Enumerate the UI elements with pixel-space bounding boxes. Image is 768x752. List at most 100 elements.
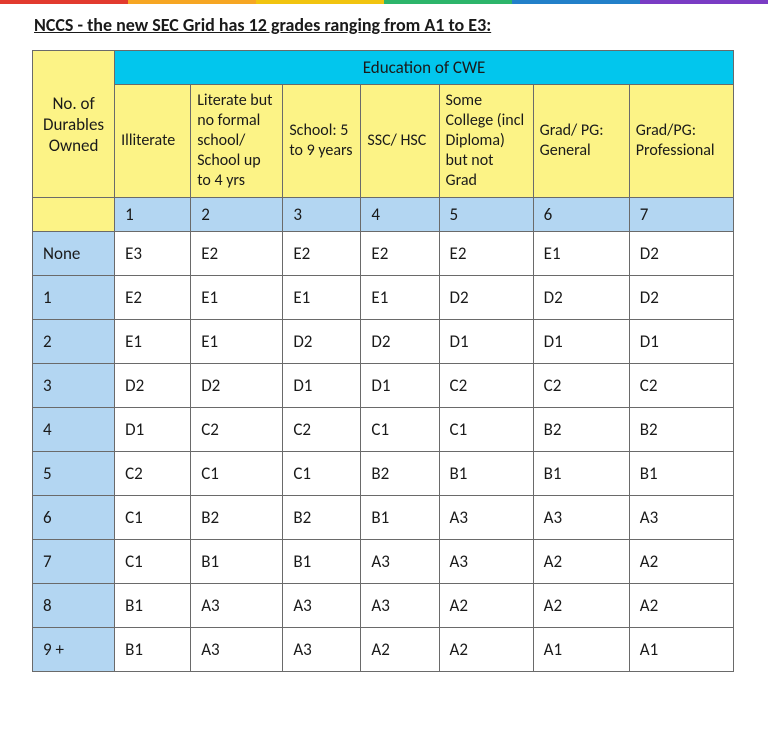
table-row: 8B1A3A3A3A2A2A2 <box>33 584 734 628</box>
edu-col-5: Some College (incl Diploma) but not Grad <box>439 85 533 198</box>
edu-col-3: School: 5 to 9 years <box>283 85 361 198</box>
grade-cell: A2 <box>629 584 733 628</box>
grade-cell: D2 <box>533 276 629 320</box>
grade-cell: E1 <box>191 320 283 364</box>
row-axis-header: No. of Durables Owned <box>33 51 115 198</box>
top-color-bar <box>0 0 768 4</box>
row-label: 9 + <box>33 628 115 672</box>
grade-cell: D2 <box>439 276 533 320</box>
grade-cell: A2 <box>629 540 733 584</box>
grade-cell: A2 <box>533 540 629 584</box>
table-row: 4D1C2C2C1C1B2B2 <box>33 408 734 452</box>
row-label: 6 <box>33 496 115 540</box>
grade-cell: D2 <box>361 320 439 364</box>
grade-cell: A3 <box>361 540 439 584</box>
grade-cell: A3 <box>533 496 629 540</box>
grade-cell: B1 <box>115 628 191 672</box>
grade-cell: B2 <box>629 408 733 452</box>
grade-cell: B1 <box>439 452 533 496</box>
edu-col-4: SSC/ HSC <box>361 85 439 198</box>
table-row: 9 +B1A3A3A2A2A1A1 <box>33 628 734 672</box>
row-label: 3 <box>33 364 115 408</box>
grade-cell: E1 <box>361 276 439 320</box>
grade-cell: E1 <box>533 232 629 276</box>
row-label: None <box>33 232 115 276</box>
grade-cell: B1 <box>533 452 629 496</box>
grade-cell: C1 <box>283 452 361 496</box>
grade-cell: A3 <box>361 584 439 628</box>
grade-cell: C2 <box>191 408 283 452</box>
grade-cell: A3 <box>629 496 733 540</box>
grade-cell: E2 <box>439 232 533 276</box>
grade-cell: D1 <box>533 320 629 364</box>
grade-cell: B2 <box>283 496 361 540</box>
grade-cell: E1 <box>115 320 191 364</box>
grade-cell: C2 <box>629 364 733 408</box>
grade-cell: E1 <box>283 276 361 320</box>
grade-cell: D1 <box>283 364 361 408</box>
grade-cell: B2 <box>191 496 283 540</box>
grade-cell: C1 <box>439 408 533 452</box>
grade-cell: A3 <box>283 628 361 672</box>
grade-cell: B2 <box>361 452 439 496</box>
table-row: 5C2C1C1B2B1B1B1 <box>33 452 734 496</box>
table-row: 7C1B1B1A3A3A2A2 <box>33 540 734 584</box>
table-row: 2E1E1D2D2D1D1D1 <box>33 320 734 364</box>
grade-cell: C2 <box>115 452 191 496</box>
grade-cell: E1 <box>191 276 283 320</box>
grade-cell: D1 <box>629 320 733 364</box>
table-row: 1E2E1E1E1D2D2D2 <box>33 276 734 320</box>
grade-cell: E3 <box>115 232 191 276</box>
grade-cell: A2 <box>533 584 629 628</box>
row-label: 8 <box>33 584 115 628</box>
number-row-blank <box>33 198 115 232</box>
row-label: 7 <box>33 540 115 584</box>
row-label: 2 <box>33 320 115 364</box>
grade-cell: D2 <box>115 364 191 408</box>
grade-cell: C1 <box>361 408 439 452</box>
edu-num-3: 3 <box>283 198 361 232</box>
grade-cell: D2 <box>283 320 361 364</box>
grade-cell: C1 <box>115 496 191 540</box>
grade-cell: D1 <box>115 408 191 452</box>
grade-cell: C1 <box>191 452 283 496</box>
grade-cell: E2 <box>191 232 283 276</box>
grade-cell: A2 <box>361 628 439 672</box>
grade-cell: B1 <box>283 540 361 584</box>
grade-cell: C2 <box>533 364 629 408</box>
grade-cell: E2 <box>283 232 361 276</box>
row-label: 1 <box>33 276 115 320</box>
edu-col-2: Literate but no formal school/ School up… <box>191 85 283 198</box>
grade-cell: B1 <box>361 496 439 540</box>
table-row: NoneE3E2E2E2E2E1D2 <box>33 232 734 276</box>
col-axis-header: Education of CWE <box>115 51 734 85</box>
grade-cell: A3 <box>439 496 533 540</box>
grade-cell: C1 <box>115 540 191 584</box>
grade-cell: A1 <box>629 628 733 672</box>
edu-num-5: 5 <box>439 198 533 232</box>
edu-col-6: Grad/ PG: General <box>533 85 629 198</box>
page-title: NCCS - the new SEC Grid has 12 grades ra… <box>34 14 736 36</box>
grade-cell: D2 <box>629 276 733 320</box>
grade-cell: B1 <box>115 584 191 628</box>
grade-cell: E2 <box>115 276 191 320</box>
grade-cell: B1 <box>191 540 283 584</box>
table-row: 3D2D2D1D1C2C2C2 <box>33 364 734 408</box>
row-label: 5 <box>33 452 115 496</box>
grade-cell: D1 <box>439 320 533 364</box>
grade-cell: A3 <box>439 540 533 584</box>
grade-cell: D1 <box>361 364 439 408</box>
grade-cell: A3 <box>191 628 283 672</box>
grade-cell: B2 <box>533 408 629 452</box>
edu-col-1: Illiterate <box>115 85 191 198</box>
grade-cell: A2 <box>439 628 533 672</box>
grade-cell: A2 <box>439 584 533 628</box>
grade-cell: A3 <box>191 584 283 628</box>
grade-cell: B1 <box>629 452 733 496</box>
edu-num-2: 2 <box>191 198 283 232</box>
grade-cell: E2 <box>361 232 439 276</box>
edu-num-1: 1 <box>115 198 191 232</box>
grade-cell: A1 <box>533 628 629 672</box>
grade-cell: C2 <box>283 408 361 452</box>
edu-num-7: 7 <box>629 198 733 232</box>
